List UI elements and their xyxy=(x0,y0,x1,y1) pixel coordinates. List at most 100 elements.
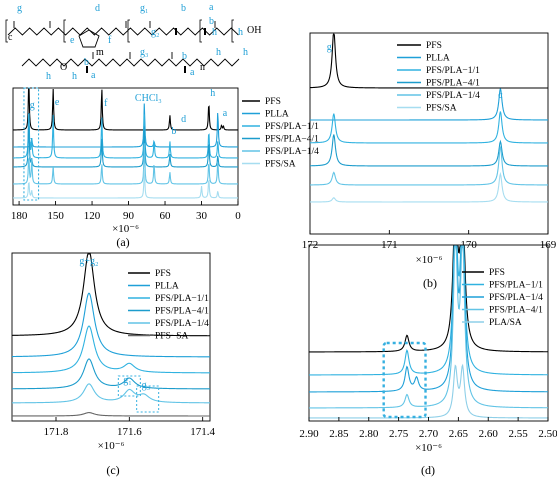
panel-a: 180 150 120 90 60 30 0 ×10⁻⁶(a) PFS PLLA PFS/PLA−1… xyxy=(11,87,319,249)
structure-label: b xyxy=(181,3,186,14)
structure-label: b xyxy=(84,57,89,68)
legend-entry: PFS xyxy=(155,269,171,279)
panel-b: 172 171 170 169×10⁻⁶(b)PFSPLLAPFS/PLA−1/1PF… xyxy=(302,32,557,290)
structure-label: a xyxy=(91,70,96,81)
structure-label: c xyxy=(8,32,13,43)
x-tick-label: 2.50 xyxy=(538,428,557,440)
x-tick-label: 180 xyxy=(11,210,28,222)
legend-entry: PFS/PLA−1/4 xyxy=(489,293,543,303)
x-tick-label: 2.65 xyxy=(449,428,469,440)
x-tick-label: 0 xyxy=(235,210,241,222)
peak-annotation: g xyxy=(327,42,332,53)
x-tick-label: 171.6 xyxy=(117,426,142,438)
panel-caption: (c) xyxy=(106,463,119,477)
x-tick-label: 2.70 xyxy=(419,428,439,440)
peak-annotation: g₁ xyxy=(123,375,132,386)
peak-annotation: a xyxy=(223,108,228,119)
structure-label: h xyxy=(72,71,77,82)
series-line-2 xyxy=(310,88,549,121)
legend-entry: PFS/PLA−1/1 xyxy=(155,294,209,304)
structure-label: n xyxy=(200,62,205,73)
legend-entry: PFS xyxy=(489,268,505,278)
legend-entry: PLA/SA xyxy=(489,318,522,328)
x-tick-label: 171.4 xyxy=(190,426,215,438)
polymer-chain-bottom xyxy=(21,58,240,67)
legend-entry: PFS/PLA−1/4 xyxy=(265,147,319,157)
structure-label: g₃ xyxy=(140,47,149,58)
bracket xyxy=(127,19,130,43)
series-line-2 xyxy=(309,245,548,376)
legend-entry: PFS/PLA−1/4 xyxy=(155,319,209,329)
series-line-4 xyxy=(13,125,238,168)
panel-caption: (a) xyxy=(116,235,129,249)
legend-entry: PFS/SA xyxy=(426,104,457,114)
legend-entry: PLLA xyxy=(426,54,450,64)
panel-c: 171.8 171.6 171.4 ×10⁻⁶ (c) PFS PLLA PFS/PLA−1/… xyxy=(11,252,216,477)
x-tick-label: 30 xyxy=(196,210,208,222)
structure-label: h xyxy=(243,47,248,58)
legend-entry: PLLA xyxy=(265,110,289,120)
series-line-1 xyxy=(309,245,548,353)
legend-entry: PFS/PLA−4/1 xyxy=(155,307,209,317)
series-line-3 xyxy=(12,325,210,374)
peak-annotation: f xyxy=(104,98,108,109)
structure-label: m xyxy=(96,47,104,58)
bracket xyxy=(199,19,202,43)
structure-label: h xyxy=(212,27,217,38)
x-tick-label: 120 xyxy=(84,210,101,222)
series-line-3 xyxy=(12,112,238,159)
x-tick-label: 90 xyxy=(123,210,135,222)
legend-entry: PFS/PLA−1/1 xyxy=(489,281,543,291)
x-tick-label: 2.80 xyxy=(359,428,379,440)
plot-frame xyxy=(11,252,211,422)
structure-label: a xyxy=(190,67,195,78)
furan-ring xyxy=(78,29,100,48)
series-line-4 xyxy=(309,134,548,167)
series-line-4 xyxy=(309,245,548,409)
series-line-4 xyxy=(12,358,210,390)
legend-entry: PFS−SA xyxy=(155,332,188,342)
series-line-1 xyxy=(309,32,548,89)
structure-label: b xyxy=(209,16,214,27)
series-line-3 xyxy=(309,245,549,393)
peak-annotation: c xyxy=(28,135,33,146)
structure-label: e xyxy=(70,35,75,46)
legend-entry: PFS/SA xyxy=(265,160,296,170)
legend-entry: PFS/PLA−4/1 xyxy=(426,79,480,89)
legend-entry: PFS/PLA−1/1 xyxy=(426,66,480,76)
structure-label: a xyxy=(209,2,214,13)
structure-label: g₂ xyxy=(151,27,160,38)
x-axis-unit: ×10⁻⁶ xyxy=(98,440,125,452)
structure-label: d xyxy=(95,3,100,14)
x-axis-unit: ×10⁻⁶ xyxy=(415,442,442,454)
peak-annotation: CHCl₃ xyxy=(135,93,162,104)
bracket xyxy=(5,19,8,43)
x-tick-label: 150 xyxy=(47,210,64,222)
series-line-5 xyxy=(309,146,548,186)
panel-d: 2.90 2.85 2.80 2.75 2.70 2.65 2.60 2.55 2.50 ×10⁻… xyxy=(299,244,557,477)
structure-label: h xyxy=(46,71,51,82)
x-tick-label: 171.8 xyxy=(44,426,69,438)
structure-label: h xyxy=(216,47,221,58)
panel-caption: (d) xyxy=(421,463,435,477)
structure-label: g xyxy=(17,3,22,14)
structure-label: f xyxy=(108,35,112,46)
legend-entry: PFS xyxy=(426,41,442,51)
bracket xyxy=(231,19,234,43)
structure-label: b xyxy=(182,51,187,62)
structure-label: O xyxy=(60,62,67,73)
peak-annotation: g xyxy=(30,100,35,111)
x-tick-label: 60 xyxy=(160,210,172,222)
peak-annotation: h xyxy=(210,88,215,99)
peak-annotation: d xyxy=(181,114,186,125)
x-tick-label: 2.90 xyxy=(299,428,319,440)
polymer-chain-top xyxy=(7,27,239,36)
legend-entry: PFS/PLA−4/1 xyxy=(489,306,543,316)
peak-annotation: c xyxy=(498,90,503,101)
series-line-5 xyxy=(12,143,238,185)
panel-caption: (b) xyxy=(423,276,437,290)
legend-entry: PLLA xyxy=(155,282,179,292)
x-tick-label: 2.85 xyxy=(329,428,349,440)
